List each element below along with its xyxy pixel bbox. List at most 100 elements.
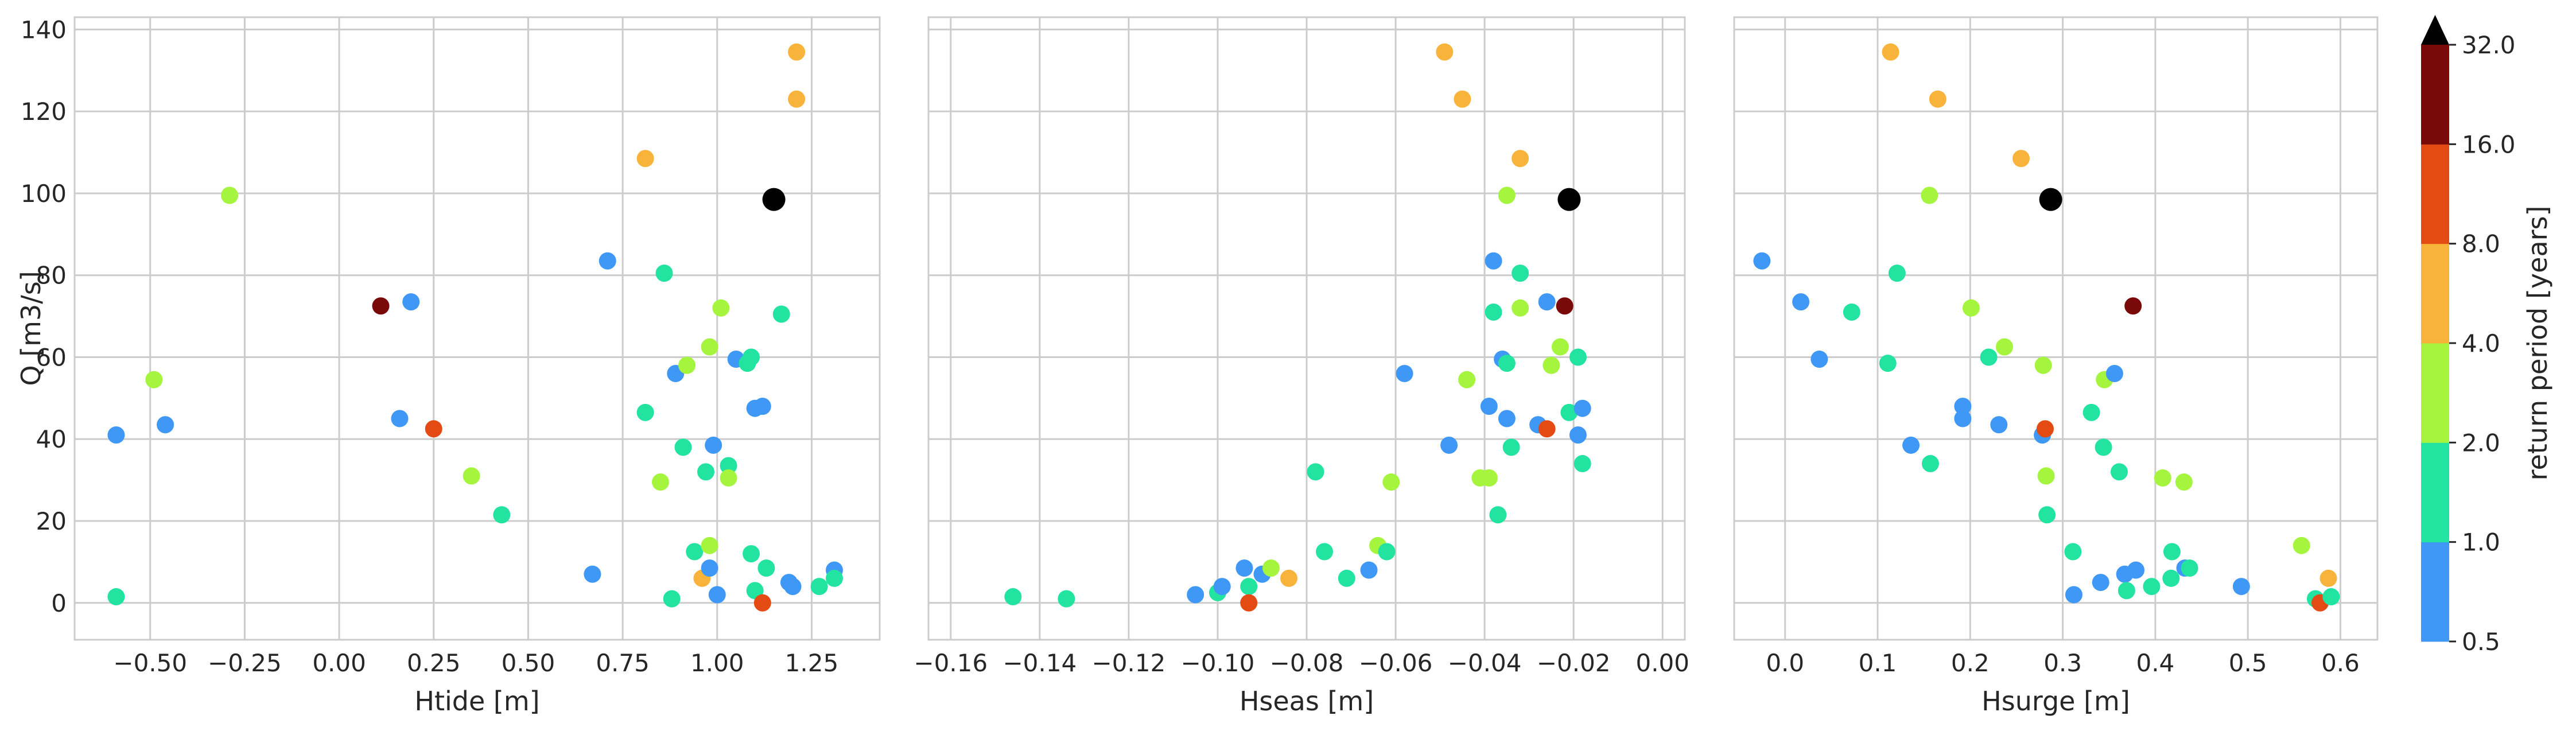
scatter-point <box>2036 420 2054 438</box>
scatter-point <box>1879 355 1897 372</box>
scatter-point <box>1980 348 1998 366</box>
colorbar-segment <box>2421 343 2449 443</box>
scatter-point <box>1573 399 1591 417</box>
scatter-point <box>746 582 764 600</box>
scatter-point <box>757 559 775 577</box>
scatter-point <box>2038 506 2056 524</box>
scatter-point <box>2110 463 2128 481</box>
scatter-point <box>651 473 669 491</box>
scatter-point <box>697 463 715 481</box>
x-tick-label: 0.3 <box>2043 649 2082 677</box>
scatter-point <box>1480 469 1498 487</box>
scatter-point <box>2163 543 2181 561</box>
x-tick-label: 0.6 <box>2321 649 2360 677</box>
scatter-point <box>1502 438 1520 456</box>
x-tick-label: −0.06 <box>1359 649 1433 677</box>
scatter-point <box>1280 569 1297 587</box>
scatter-point <box>1962 299 1980 317</box>
x-tick-label: 0.5 <box>2229 649 2267 677</box>
scatter-point <box>107 588 125 606</box>
scatter-point <box>1810 351 1828 368</box>
x-tick-label: 0.4 <box>2136 649 2174 677</box>
scatter-point <box>1489 506 1507 524</box>
scatter-point <box>1929 90 1946 108</box>
scatter-point <box>391 410 409 427</box>
panel-htide: −0.50 −0.25 0.00 0.25 0.50 0.75 1.00 1.25 0 20 40 6… <box>21 15 881 717</box>
panel-hsurge: 0.0 0.1 0.2 0.3 0.4 0.5 0.6 Hsurge [m] <box>1733 16 2379 717</box>
scatter-point <box>1569 348 1587 366</box>
scatter-point <box>157 416 174 434</box>
x-tick-label: −0.10 <box>1181 649 1255 677</box>
x-tick-label: 0.1 <box>1859 649 1897 677</box>
scatter-point <box>2322 588 2340 606</box>
scatter-point <box>743 545 760 563</box>
colorbar-label: return period [years] <box>2522 206 2553 481</box>
axes-frame <box>927 16 1686 641</box>
scatter-point <box>2124 297 2142 315</box>
scatter-point <box>1921 455 1939 473</box>
scatter-point <box>701 536 718 554</box>
scatter-point <box>1995 338 2013 356</box>
x-tick-label: −0.02 <box>1537 649 1611 677</box>
scatter-point <box>743 348 760 366</box>
x-tick-label: 1.25 <box>785 649 839 677</box>
scatter-point <box>1458 371 1476 388</box>
x-tick-label: 1.00 <box>690 649 744 677</box>
colorbar-tick-label: 32.0 <box>2462 31 2516 59</box>
scatter-point <box>1235 559 1253 577</box>
y-tick-label: 40 <box>36 425 67 453</box>
scatter-point <box>1753 252 1771 270</box>
scatter-point <box>1360 561 1378 579</box>
scatter-point <box>1954 398 1972 415</box>
colorbar-tick-label: 4.0 <box>2462 329 2500 357</box>
scatter-point <box>2064 543 2082 561</box>
scatter-point <box>425 420 442 438</box>
scatter-point <box>1569 426 1587 444</box>
x-tick-label: 0.75 <box>596 649 650 677</box>
scatter-point <box>2143 578 2161 596</box>
scatter-point <box>1436 43 1454 61</box>
scatter-point <box>2039 188 2062 211</box>
y-tick-label: 140 <box>21 15 67 44</box>
y-tick-label: 0 <box>51 589 67 617</box>
scatter-point <box>493 506 511 524</box>
scatter-point <box>1921 186 1938 204</box>
colorbar-segment <box>2421 243 2449 344</box>
scatter-point <box>145 371 163 388</box>
x-tick-label: −0.08 <box>1270 649 1344 677</box>
scatter-point <box>1485 252 1502 270</box>
scatter-point <box>1240 578 1258 596</box>
scatter-point <box>372 297 390 315</box>
y-tick-label: 20 <box>36 507 67 535</box>
scatter-point <box>2095 438 2112 456</box>
scatter-point <box>1551 338 1569 356</box>
scatter-point <box>1004 588 1022 606</box>
x-tick-label: −0.16 <box>914 649 988 677</box>
x-axis-label: Hseas [m] <box>1240 686 1374 717</box>
x-tick-label: −0.50 <box>113 649 187 677</box>
scatter-point <box>663 590 681 608</box>
y-axis-label: Q [m3/s] <box>15 271 46 386</box>
colorbar-tick-label: 1.0 <box>2462 528 2500 557</box>
colorbar-segment <box>2421 144 2449 244</box>
scatter-point <box>1512 150 1529 168</box>
scatter-point <box>2092 574 2109 592</box>
scatter-point <box>753 398 771 415</box>
scatter-point <box>705 436 722 454</box>
scatter-point <box>107 426 125 444</box>
scatter-point <box>678 356 696 374</box>
colorbar-tick-label: 8.0 <box>2462 230 2500 258</box>
scatter-point <box>784 578 802 596</box>
scatter-point <box>2175 473 2193 491</box>
scatter-point <box>1187 586 1205 604</box>
scatter-point <box>2127 561 2145 579</box>
scatter-point <box>2034 356 2052 374</box>
scatter-point <box>1058 590 1075 608</box>
scatter-point <box>2232 578 2250 596</box>
scatter-point <box>720 457 737 474</box>
scatter-point <box>1316 543 1334 561</box>
scatter-point <box>753 594 771 612</box>
y-tick-label: 120 <box>21 98 67 126</box>
scatter-point <box>1792 293 1810 311</box>
scatter-point <box>712 299 730 317</box>
